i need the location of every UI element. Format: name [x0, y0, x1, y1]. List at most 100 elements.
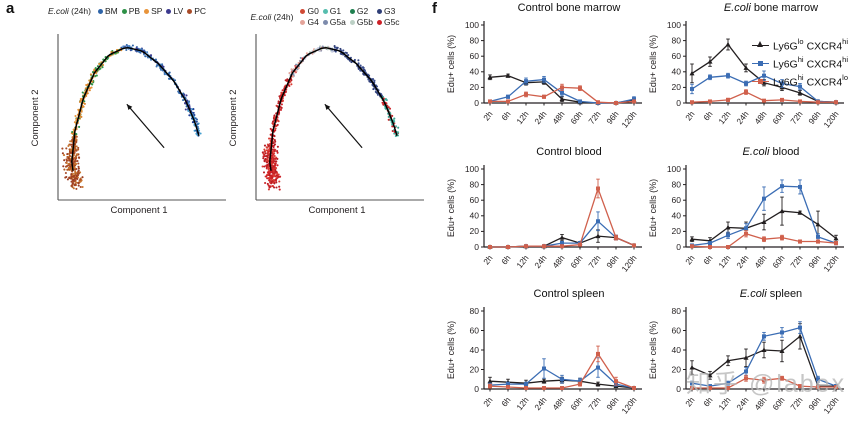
principal-curve	[269, 46, 398, 171]
direction-arrow-icon	[324, 103, 363, 149]
chart-control-bone-marrow: Control bone marrow 0 20 40 60 80 100 Edu+ cel…	[446, 2, 658, 144]
legend-item-SP: SP	[144, 6, 162, 17]
watermark: 知乎 @labex	[686, 370, 847, 398]
x-tick-label: 24h	[734, 253, 751, 270]
legend-dot-icon	[349, 9, 355, 14]
chart-title: Control blood	[536, 146, 602, 158]
x-tick-label: 120h	[821, 253, 840, 274]
legend-item-G5b: G5b	[349, 17, 373, 28]
y-tick-label: 60	[470, 51, 480, 61]
series-marker-icon	[752, 41, 769, 49]
y-tick-label: 40	[470, 211, 480, 221]
figure: a f E.coli (24h) BM PB SP LV PC Component 1 Co…	[6, 0, 860, 416]
trajectory-legend-title: E.coli (24h)	[250, 11, 294, 22]
y-tick-label: 20	[470, 226, 480, 236]
series-marker-icon	[752, 59, 769, 67]
y-tick-label: 60	[672, 51, 682, 61]
trajectory-legend-title: E.coli (24h)	[47, 6, 91, 16]
y-tick-label: 80	[470, 306, 480, 316]
legend-item-G2: G2	[349, 6, 373, 17]
y-tick-label: 0	[676, 384, 681, 394]
legend-item-BM: BM	[97, 6, 118, 17]
y-axis-label: Edu+ cells (%)	[446, 179, 456, 237]
series-square-d0604c	[488, 345, 636, 391]
y-tick-label: 0	[474, 98, 479, 108]
x-tick-label: 2h	[481, 109, 495, 123]
legend-item-PC: PC	[187, 6, 206, 17]
y-axis-label: Component 2	[30, 89, 41, 146]
x-tick-label: 120h	[821, 109, 840, 130]
chart-ecoli-bone-marrow: E.coli bone marrow 0 20 40 60 80 100 Edu+ cell…	[648, 2, 860, 144]
y-tick-label: 60	[470, 195, 480, 205]
y-tick-label: 40	[672, 211, 682, 221]
x-tick-label: 48h	[550, 253, 567, 270]
y-tick-label: 20	[672, 82, 682, 92]
x-tick-label: 48h	[550, 395, 567, 412]
y-tick-label: 20	[470, 82, 480, 92]
x-axis-label: Component 1	[110, 205, 167, 216]
x-tick-label: 72h	[586, 109, 603, 126]
y-tick-label: 60	[672, 195, 682, 205]
x-tick-label: 60h	[568, 395, 585, 412]
x-tick-label: 120h	[619, 395, 638, 416]
y-tick-label: 100	[667, 20, 681, 30]
series-square-d0604c	[690, 89, 838, 105]
x-tick-label: 72h	[788, 109, 805, 126]
chart-control-spleen: Control spleen 0 20 40 60 80 Edu+ cells (%) 2h…	[446, 288, 658, 430]
legend-item-G5c: G5c	[376, 17, 400, 28]
chart-title: E.coli blood	[742, 146, 800, 158]
scatter-points	[61, 43, 202, 190]
x-tick-label: 2h	[481, 395, 495, 409]
chart-title: E.coli spleen	[739, 288, 803, 300]
legend-dot-icon	[300, 20, 306, 25]
legend-dot-icon	[376, 20, 382, 25]
legend-dot-icon	[322, 9, 328, 14]
legend-dot-icon	[322, 20, 328, 25]
series-square-d0604c	[488, 178, 636, 249]
principal-curve	[71, 46, 200, 171]
y-tick-label: 100	[465, 20, 479, 30]
chart-ecoli-blood: E.coli blood 0 20 40 60 80 100 Edu+ cells (%) 2…	[648, 146, 860, 288]
y-tick-label: 20	[470, 364, 480, 374]
y-tick-label: 100	[465, 164, 479, 174]
x-tick-label: 72h	[788, 253, 805, 270]
x-tick-label: 24h	[532, 395, 549, 412]
y-axis-label: Edu+ cells (%)	[446, 35, 456, 93]
x-tick-label: 12h	[514, 109, 531, 126]
panel-f-label: f	[432, 0, 437, 17]
chart-ecoli-spleen: E.coli spleen 0 20 40 60 80 Edu+ cells (%) 2h 6…	[648, 288, 860, 430]
x-tick-label: 60h	[770, 109, 787, 126]
legend-item-G5a: G5a	[322, 17, 346, 28]
chart-title: Control spleen	[533, 288, 605, 300]
y-tick-label: 20	[672, 364, 682, 374]
x-tick-label: 72h	[586, 395, 603, 412]
y-tick-label: 40	[672, 345, 682, 355]
chart-control-blood: Control blood 0 20 40 60 80 100 Edu+ cells (%)…	[446, 146, 658, 288]
x-tick-label: 24h	[532, 253, 549, 270]
y-tick-label: 40	[672, 67, 682, 77]
x-tick-label: 6h	[701, 109, 715, 123]
legend-dot-icon	[97, 9, 103, 14]
x-tick-label: 6h	[499, 253, 513, 267]
y-tick-label: 40	[470, 67, 480, 77]
y-tick-label: 0	[676, 98, 681, 108]
x-tick-label: 6h	[499, 109, 513, 123]
series-square-3b6db4	[488, 357, 636, 391]
trajectory-plot-cell-cycle: E.coli (24h) G0 G1 G2 G3 G4 G5a G5b G5c Componen…	[226, 6, 426, 236]
y-tick-label: 80	[672, 35, 682, 45]
x-tick-label: 60h	[568, 253, 585, 270]
y-tick-label: 80	[470, 35, 480, 45]
y-axis-label: Edu+ cells (%)	[648, 35, 658, 93]
y-tick-label: 100	[667, 164, 681, 174]
x-tick-label: 60h	[568, 109, 585, 126]
x-tick-label: 24h	[532, 109, 549, 126]
y-tick-label: 0	[676, 242, 681, 252]
y-tick-label: 80	[672, 306, 682, 316]
series-square-d0604c	[690, 230, 838, 249]
x-tick-label: 12h	[716, 109, 733, 126]
y-axis-label: Edu+ cells (%)	[648, 179, 658, 237]
x-tick-label: 120h	[619, 109, 638, 130]
x-tick-label: 12h	[514, 253, 531, 270]
series-square-d0604c	[488, 83, 636, 105]
x-tick-label: 60h	[770, 253, 787, 270]
